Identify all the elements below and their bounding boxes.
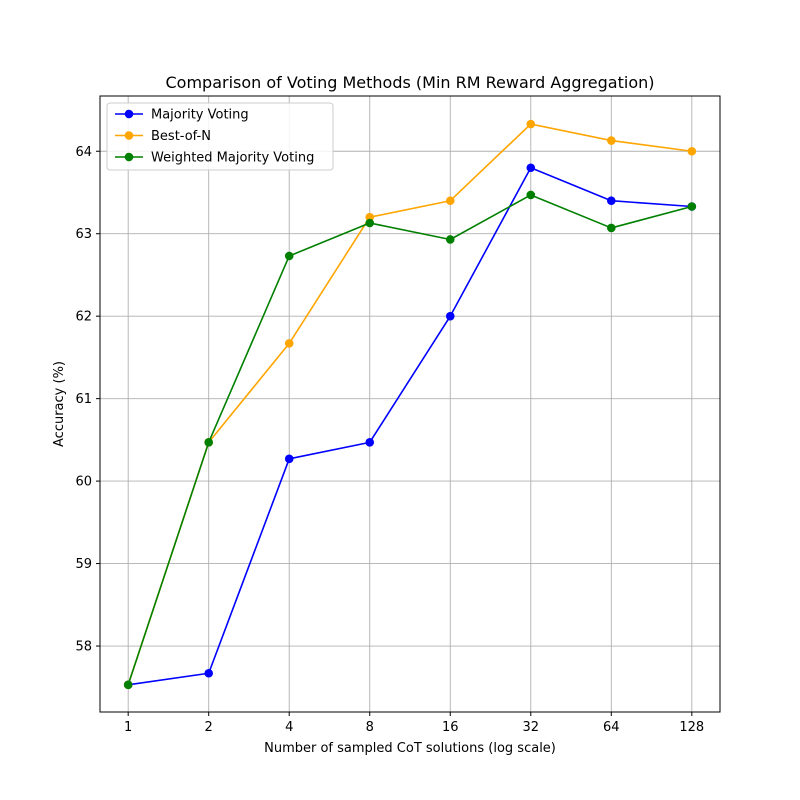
x-tick-label: 64 (603, 720, 620, 735)
x-tick-label: 16 (442, 720, 459, 735)
legend-item: Weighted Majority Voting (115, 151, 314, 166)
legend-label: Weighted Majority Voting (151, 151, 314, 166)
series-line (128, 166, 692, 686)
y-tick-label: 58 (75, 640, 92, 655)
x-axis-label: Number of sampled CoT solutions (log sca… (264, 741, 556, 756)
legend: Majority Voting Best-of-N Weighted Majorit… (106, 102, 334, 171)
y-tick-label: 61 (75, 392, 92, 407)
data-point (445, 196, 455, 206)
y-tick-label: 59 (75, 557, 92, 572)
chart-title: Comparison of Voting Methods (Min RM Rew… (166, 73, 655, 92)
y-tick-label: 64 (75, 145, 92, 160)
data-point (687, 146, 697, 156)
x-tick-label: 4 (285, 720, 293, 735)
series-group (123, 119, 697, 690)
data-point (606, 196, 616, 206)
legend-label: Majority Voting (151, 108, 249, 123)
data-point (284, 251, 294, 261)
data-point (445, 311, 455, 321)
legend-item: Best-of-N (115, 129, 211, 144)
data-point (284, 454, 294, 464)
data-point (204, 438, 214, 447)
data-point (526, 190, 536, 200)
data-point (365, 218, 375, 228)
x-tick-label: 32 (523, 720, 540, 735)
data-point (123, 680, 133, 690)
legend-marker (124, 131, 134, 140)
y-tick-label: 60 (75, 475, 92, 490)
legend-marker (124, 152, 134, 162)
data-point (204, 668, 214, 678)
x-tick-label: 1 (124, 720, 132, 735)
x-tick-label: 8 (366, 720, 374, 735)
data-point (526, 119, 536, 129)
plot-frame (99, 95, 721, 713)
x-tick-label: 2 (205, 720, 213, 735)
legend-item: Majority Voting (115, 108, 249, 123)
series-line (127, 194, 693, 686)
legend-marker (124, 109, 134, 119)
data-point (526, 163, 536, 173)
x-axis-ticks: 1 2 4 8 16 32 64 128 (124, 712, 704, 735)
y-tick-label: 62 (75, 310, 92, 325)
data-point (606, 223, 616, 233)
data-point (284, 339, 294, 348)
data-point (445, 235, 455, 244)
y-tick-label: 63 (75, 227, 92, 242)
data-point (365, 438, 375, 447)
series-line (127, 123, 692, 686)
grid-lines (100, 96, 720, 712)
legend-box (106, 102, 334, 171)
data-point (606, 136, 616, 145)
y-axis-label: Accuracy (%) (52, 361, 67, 447)
series-weighted-majority-voting (123, 190, 697, 690)
legend-label: Best-of-N (151, 129, 211, 144)
y-axis-ticks: 58 59 60 61 62 63 64 (75, 145, 100, 655)
data-point (687, 202, 697, 211)
x-tick-label: 128 (679, 720, 704, 735)
